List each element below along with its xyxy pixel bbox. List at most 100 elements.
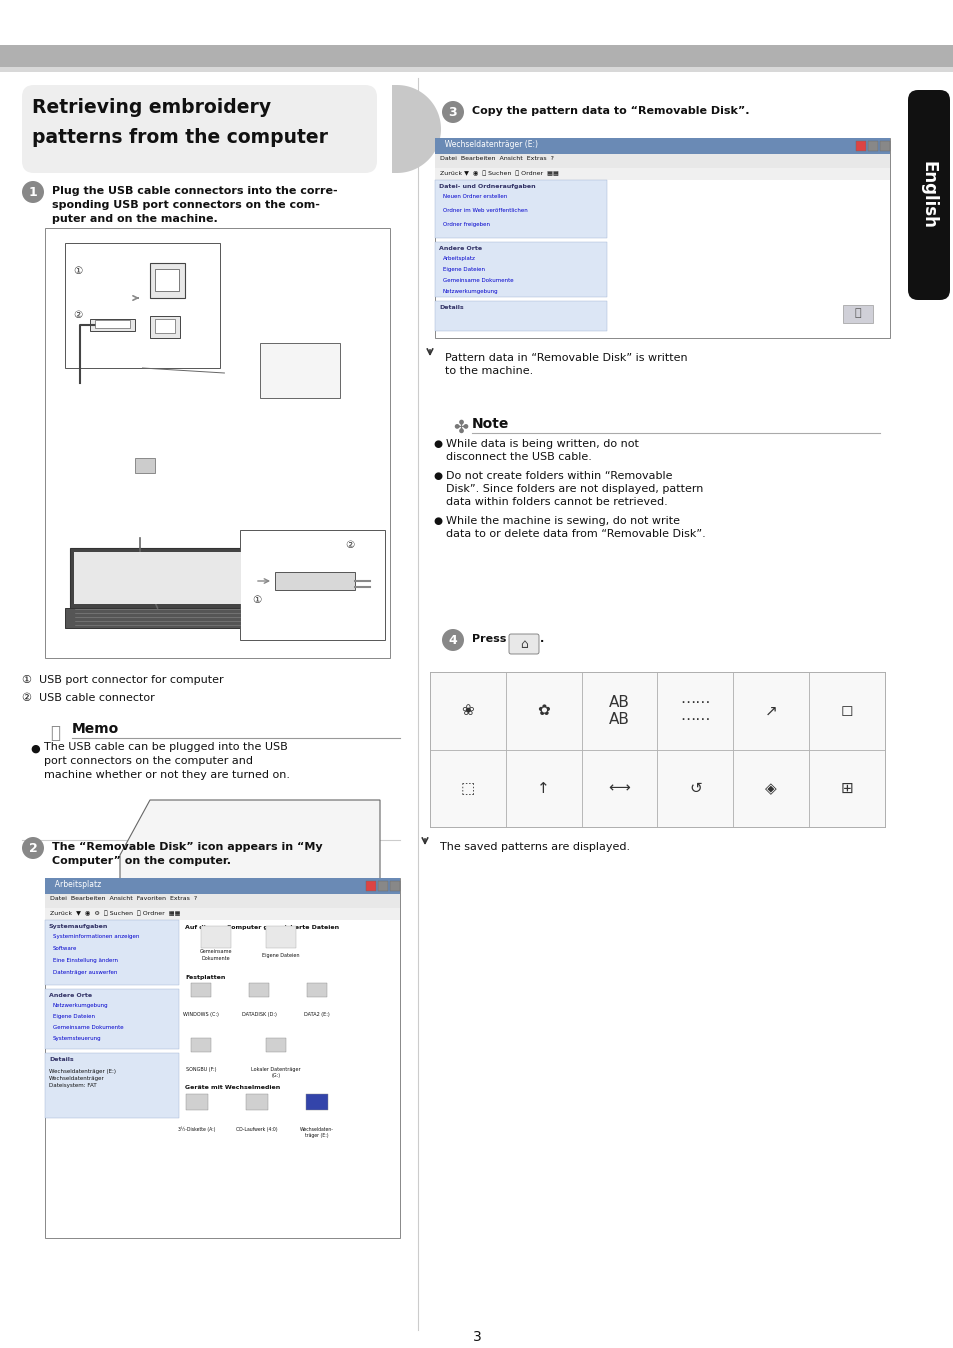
Text: Zurück  ▼  ◉  ⚙  🔍 Suchen  📁 Ordner  ▦▦: Zurück ▼ ◉ ⚙ 🔍 Suchen 📁 Ordner ▦▦ — [50, 910, 180, 915]
Text: patterns from the computer: patterns from the computer — [32, 128, 328, 147]
Text: ❀: ❀ — [461, 704, 474, 718]
Bar — [435, 301, 606, 332]
Circle shape — [22, 837, 44, 859]
Bar — [435, 137, 889, 154]
Text: ↺: ↺ — [688, 780, 701, 795]
Text: Wechseldaten-
träger (E:): Wechseldaten- träger (E:) — [300, 1127, 334, 1138]
Bar — [260, 342, 339, 398]
Text: to the machine.: to the machine. — [444, 367, 533, 376]
Text: Systeminformationen anzeigen: Systeminformationen anzeigen — [53, 934, 139, 940]
Text: ●: ● — [433, 516, 441, 526]
Text: 3½-Diskette (A:): 3½-Diskette (A:) — [178, 1127, 215, 1132]
Text: ②: ② — [73, 310, 82, 319]
Text: 2: 2 — [29, 841, 37, 855]
Bar — [74, 551, 241, 604]
Text: disconnect the USB cable.: disconnect the USB cable. — [446, 452, 591, 462]
Text: Auf diesem Computer gespeicherte Dateien: Auf diesem Computer gespeicherte Dateien — [185, 925, 338, 930]
Text: Festplatten: Festplatten — [185, 975, 225, 980]
Text: Retrieving embroidery: Retrieving embroidery — [32, 98, 271, 117]
Text: The “Removable Disk” icon appears in “My: The “Removable Disk” icon appears in “My — [52, 842, 322, 852]
Text: ①  USB port connector for computer: ① USB port connector for computer — [22, 675, 223, 685]
Bar — [430, 673, 505, 749]
Bar — [505, 673, 581, 749]
Bar — [867, 142, 877, 151]
Bar — [657, 749, 733, 828]
Bar — [435, 137, 889, 338]
Polygon shape — [120, 799, 379, 965]
Bar — [45, 989, 179, 1049]
Circle shape — [441, 630, 463, 651]
Text: Andere Orte: Andere Orte — [438, 245, 481, 251]
Text: ①: ① — [252, 594, 261, 605]
Bar — [366, 882, 375, 891]
Text: Eigene Dateien: Eigene Dateien — [262, 953, 299, 957]
Text: Software: Software — [53, 946, 77, 950]
Text: Eigene Dateien: Eigene Dateien — [442, 267, 484, 272]
Bar — [135, 458, 154, 473]
Text: ⟷: ⟷ — [608, 780, 630, 795]
Text: Pattern data in “Removable Disk” is written: Pattern data in “Removable Disk” is writ… — [444, 353, 687, 363]
Bar — [266, 1038, 286, 1051]
Text: ②: ② — [345, 541, 354, 550]
Text: sponding USB port connectors on the com-: sponding USB port connectors on the com- — [52, 200, 319, 210]
Text: WINDOWS (C:): WINDOWS (C:) — [183, 1012, 218, 1016]
FancyBboxPatch shape — [22, 85, 376, 173]
Text: Details: Details — [438, 305, 463, 310]
Bar — [435, 181, 606, 239]
Text: Lokaler Datenträger
(G:): Lokaler Datenträger (G:) — [251, 1068, 300, 1078]
Bar — [70, 549, 245, 608]
Bar — [181, 919, 399, 1237]
Bar — [0, 44, 953, 67]
Bar — [808, 673, 884, 749]
Text: Netzwerkumgebung: Netzwerkumgebung — [53, 1003, 109, 1008]
Bar — [307, 983, 327, 998]
Text: Memo: Memo — [71, 723, 119, 736]
Text: Datei  Bearbeiten  Ansicht  Extras  ?: Datei Bearbeiten Ansicht Extras ? — [439, 156, 554, 160]
Text: ②  USB cable connector: ② USB cable connector — [22, 693, 154, 704]
Text: Datei- und Ordneraufgaben: Datei- und Ordneraufgaben — [438, 183, 535, 189]
Bar — [608, 181, 887, 338]
Text: Ordner freigeben: Ordner freigeben — [442, 222, 490, 226]
Text: ⌂: ⌂ — [519, 638, 527, 651]
Text: Systemaufgaben: Systemaufgaben — [49, 923, 109, 929]
Text: Ordner im Web veröffentlichen: Ordner im Web veröffentlichen — [442, 208, 527, 213]
Text: Computer” on the computer.: Computer” on the computer. — [52, 856, 231, 865]
Text: SONGBU (F:): SONGBU (F:) — [186, 1068, 216, 1072]
Bar — [274, 572, 355, 590]
Text: ↑: ↑ — [537, 780, 550, 795]
Text: 1: 1 — [29, 186, 37, 198]
Text: ◈: ◈ — [764, 780, 777, 795]
Bar — [45, 878, 399, 894]
Bar — [306, 1095, 328, 1109]
Text: The saved patterns are displayed.: The saved patterns are displayed. — [439, 842, 630, 852]
Text: .: . — [539, 634, 543, 644]
Text: Netzwerkumgebung: Netzwerkumgebung — [442, 288, 498, 294]
Bar — [581, 749, 657, 828]
Bar — [191, 983, 211, 998]
Bar — [45, 228, 390, 658]
Text: ⬚: ⬚ — [460, 780, 475, 795]
Bar — [657, 673, 733, 749]
Text: ↗: ↗ — [764, 704, 777, 718]
Text: Note: Note — [472, 417, 509, 431]
Bar — [150, 315, 180, 338]
Bar — [65, 243, 220, 368]
Bar — [45, 878, 399, 1237]
Text: Neuen Ordner erstellen: Neuen Ordner erstellen — [442, 194, 507, 200]
Bar — [154, 319, 174, 333]
Text: ①: ① — [73, 266, 82, 276]
Text: ●: ● — [30, 744, 40, 754]
Bar — [65, 608, 250, 628]
Bar — [186, 1095, 208, 1109]
Text: ●: ● — [433, 470, 441, 481]
Text: Eine Einstellung ändern: Eine Einstellung ändern — [53, 958, 118, 962]
Text: Geräte mit Wechselmedien: Geräte mit Wechselmedien — [185, 1085, 280, 1091]
Bar — [266, 926, 295, 948]
Text: English: English — [919, 160, 937, 229]
Bar — [154, 270, 179, 291]
Bar — [0, 67, 953, 71]
Bar — [45, 909, 399, 919]
Bar — [879, 142, 889, 151]
Text: Datei  Bearbeiten  Ansicht  Favoriten  Extras  ?: Datei Bearbeiten Ansicht Favoriten Extra… — [50, 896, 197, 900]
Text: ⋯⋯
⋯⋯: ⋯⋯ ⋯⋯ — [679, 694, 710, 727]
